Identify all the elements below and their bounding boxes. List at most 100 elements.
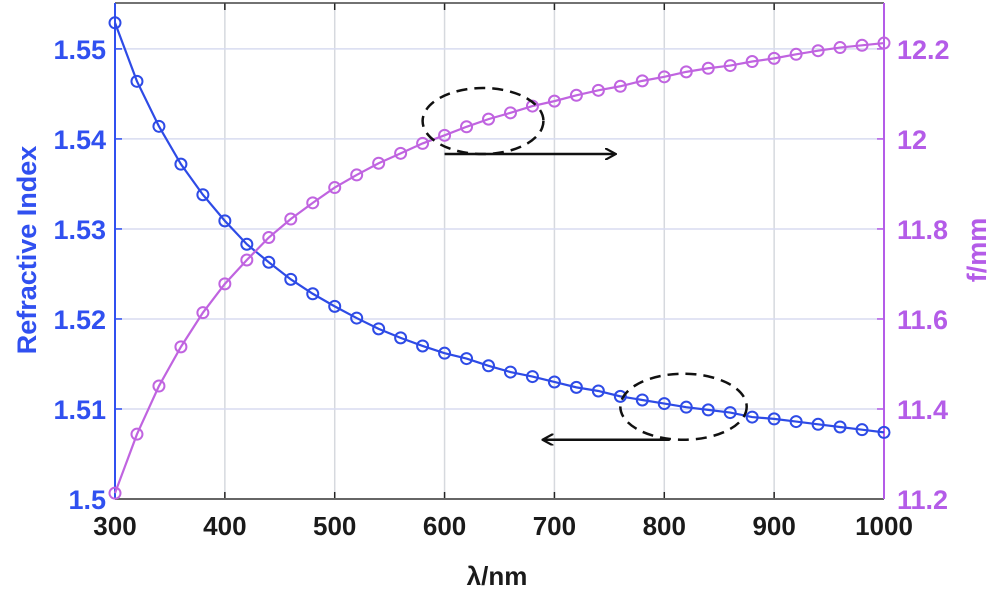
x-tick-label: 700 — [533, 511, 576, 541]
y-right-tick-label: 11.4 — [897, 395, 948, 425]
data-point-left — [525, 370, 539, 384]
data-point-left — [372, 322, 386, 336]
data-point-left — [416, 339, 430, 353]
data-point-left — [152, 119, 166, 133]
data-point-right — [503, 106, 517, 120]
data-point-right — [657, 70, 671, 84]
data-point-left — [174, 157, 188, 171]
data-point-left — [394, 331, 408, 345]
x-axis-label: λ/nm — [467, 561, 528, 591]
data-point-left — [591, 384, 605, 398]
data-point-left — [811, 417, 825, 431]
data-point-left — [613, 389, 627, 403]
data-point-right — [745, 55, 759, 69]
data-point-right — [701, 61, 715, 75]
data-point-right — [877, 36, 891, 50]
data-point-right — [811, 44, 825, 58]
data-point-left — [306, 287, 320, 301]
data-point-left — [438, 346, 452, 360]
data-point-left — [679, 400, 693, 414]
data-point-right — [350, 168, 364, 182]
data-point-right — [152, 379, 166, 393]
data-point-left — [350, 311, 364, 325]
data-point-right — [723, 59, 737, 73]
grid — [115, 3, 884, 499]
data-point-left — [482, 359, 496, 373]
data-point-left — [745, 410, 759, 424]
axes: 300 400 500 600 700 800 900 1000 1.5 1.51 1.52 1.53… — [53, 2, 950, 541]
x-tick-label: 600 — [423, 511, 466, 541]
data-point-right — [767, 51, 781, 65]
data-point-left — [569, 380, 583, 394]
data-point-right — [547, 94, 561, 108]
data-point-right — [130, 427, 144, 441]
data-point-right — [262, 230, 276, 244]
y-left-tick-label: 1.54 — [53, 125, 106, 155]
data-point-right — [482, 112, 496, 126]
data-point-right — [372, 156, 386, 170]
x-tick-label: 800 — [643, 511, 686, 541]
data-point-right — [855, 38, 869, 52]
data-point-left — [657, 397, 671, 411]
series-line-right — [113, 41, 885, 494]
data-point-right — [789, 47, 803, 61]
data-point-right — [613, 79, 627, 93]
data-point-left — [108, 16, 122, 30]
data-point-right — [591, 83, 605, 97]
data-point-left — [460, 352, 474, 366]
data-point-left — [547, 375, 561, 389]
data-point-right — [416, 136, 430, 150]
annotations — [421, 86, 748, 441]
data-point-left — [130, 74, 144, 88]
data-point-right — [438, 128, 452, 142]
y-left-tick-label: 1.51 — [53, 395, 106, 425]
y-axis-right-label: f/mm — [962, 218, 992, 283]
data-point-left — [635, 393, 649, 407]
data-point-right — [174, 340, 188, 354]
y-right-tick-label: 11.8 — [897, 215, 948, 245]
data-point-right — [108, 486, 122, 500]
data-point-right — [240, 253, 254, 267]
data-point-left — [767, 412, 781, 426]
y-left-tick-label: 1.53 — [53, 215, 106, 245]
data-point-left — [196, 188, 210, 202]
data-point-right — [833, 41, 847, 55]
data-point-left — [701, 403, 715, 417]
y-right-tick-label: 12.2 — [897, 35, 950, 65]
data-point-left — [284, 272, 298, 286]
y-left-tick-label: 1.5 — [68, 485, 106, 515]
data-point-right — [460, 120, 474, 134]
x-tick-label: 900 — [752, 511, 795, 541]
x-tick-label: 400 — [203, 511, 246, 541]
x-tick-label: 300 — [93, 511, 136, 541]
data-point-right — [328, 181, 342, 195]
data-point-right — [394, 146, 408, 160]
data-point-left — [328, 299, 342, 313]
data-point-left — [877, 425, 891, 439]
data-point-right — [218, 277, 232, 291]
data-point-right — [569, 88, 583, 102]
data-point-right — [635, 74, 649, 88]
data-point-right — [284, 212, 298, 226]
data-point-right — [679, 65, 693, 79]
data-point-left — [833, 420, 847, 434]
series-line-left — [113, 22, 885, 434]
y-axis-left-label: Refractive Index — [12, 146, 42, 355]
y-right-tick-label: 11.6 — [897, 305, 948, 335]
data-point-left — [789, 415, 803, 429]
y-left-tick-label: 1.52 — [53, 305, 106, 335]
data-point-right — [196, 306, 210, 320]
y-left-tick-label: 1.55 — [53, 35, 106, 65]
data-point-left — [503, 365, 517, 379]
data-point-left — [855, 423, 869, 437]
data-point-left — [218, 214, 232, 228]
data-point-left — [262, 255, 276, 269]
data-point-right — [306, 196, 320, 210]
data-point-left — [723, 406, 737, 420]
data-point-left — [240, 237, 254, 251]
y-right-tick-label: 12 — [897, 125, 927, 155]
x-tick-label: 1000 — [855, 511, 913, 541]
x-tick-label: 500 — [313, 511, 356, 541]
dashed-ellipse — [619, 372, 748, 441]
